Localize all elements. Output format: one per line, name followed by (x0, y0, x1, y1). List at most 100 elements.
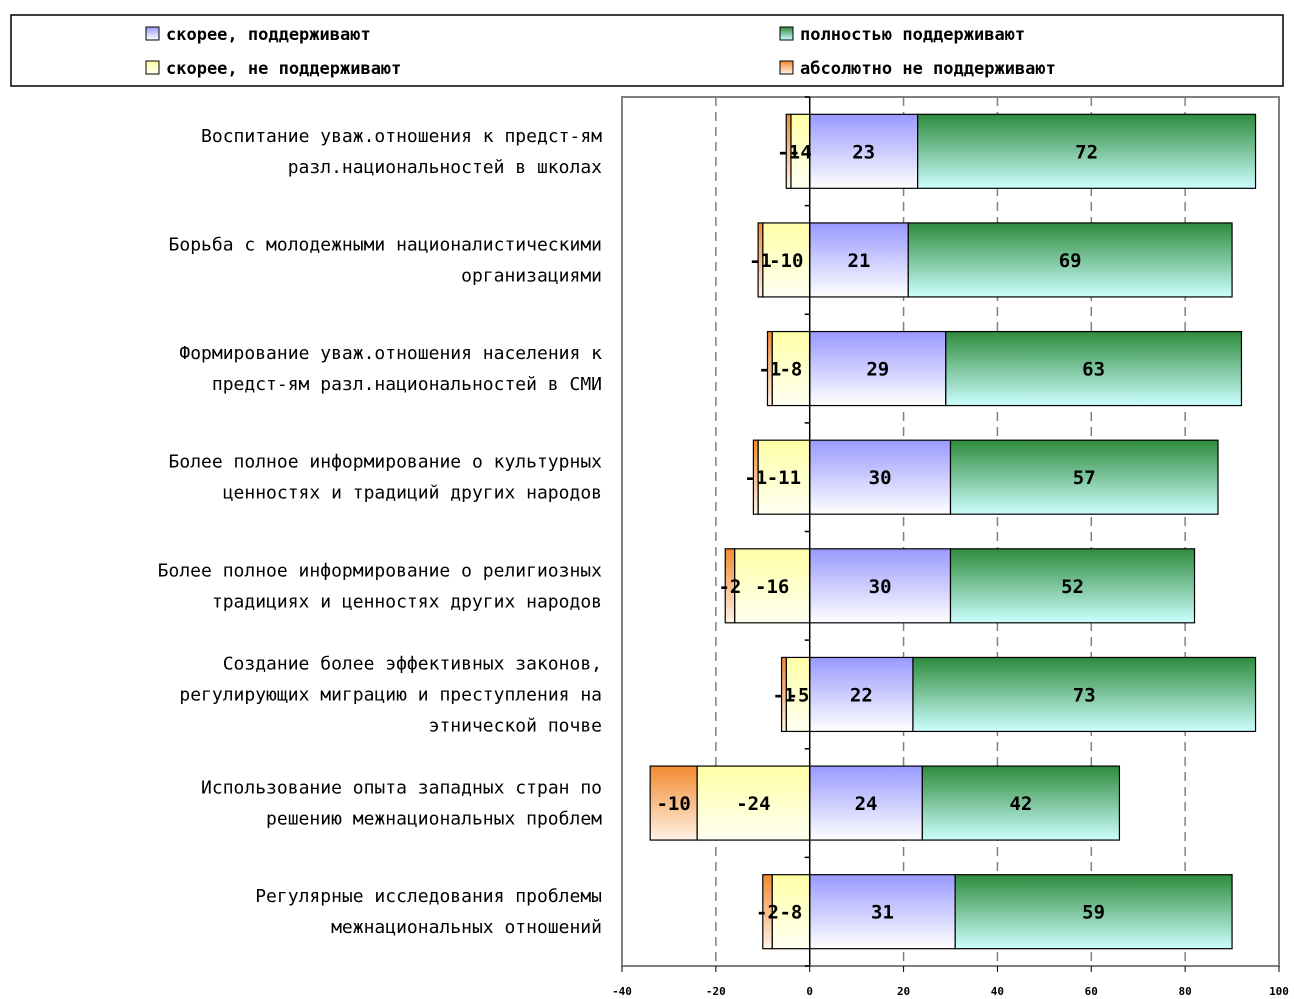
category-label-line: этнической почве (429, 715, 602, 736)
data-label: 30 (869, 467, 892, 489)
category-label-line: Более полное информирование о религиозны… (158, 560, 602, 581)
data-label: 42 (1009, 793, 1032, 815)
bars (649, 113, 1257, 950)
data-label: 72 (1075, 141, 1098, 163)
bar-segment (771, 874, 811, 950)
data-label: -2 (756, 902, 779, 924)
legend-swatch (145, 26, 160, 41)
data-label: -4 (789, 141, 812, 163)
data-label: 59 (1082, 902, 1105, 924)
bar-segment (809, 330, 947, 407)
bar-segment (912, 656, 1257, 733)
data-labels: -4-1 23 72-10-1 21 69-8-1 29 63-11-1 30 57-16-2 3… (656, 141, 1105, 923)
legend-label: абсолютно не поддерживают (800, 59, 1056, 79)
legend-box (10, 14, 1284, 87)
data-label: -1 (744, 467, 767, 489)
category-label: Создание более эффективных законов, регул… (179, 653, 602, 736)
data-label: -1 (749, 250, 772, 272)
category-label-line: Создание более эффективных законов, (223, 653, 602, 674)
data-label: 21 (848, 250, 871, 272)
category-label-line: Воспитание уваж.отношения к предст-ям (201, 126, 602, 147)
data-label: -10 (769, 250, 803, 272)
bar-segment (907, 222, 1233, 298)
category-label-line: организациями (461, 265, 602, 286)
category-label-line: регулирующих миграцию и преступления на (179, 684, 602, 705)
x-tick-label: 60 (1085, 985, 1098, 998)
x-tick-label: -40 (612, 985, 632, 998)
bar-segment (757, 439, 811, 515)
category-label: Использование опыта западных стран по реш… (201, 778, 602, 830)
category-label-line: Более полное информирование о культурных (169, 452, 603, 473)
bar-segment (945, 330, 1243, 407)
data-label: 30 (869, 576, 892, 598)
bar-segment (724, 548, 736, 624)
category-label-line: Борьба с молодежными националистическими (169, 234, 602, 255)
x-tick-label: 0 (806, 985, 813, 998)
bar-segment (954, 874, 1233, 950)
bar-segment (785, 113, 792, 189)
category-label-line: разл.национальностей в школах (288, 157, 602, 178)
x-tick-label: -20 (706, 985, 726, 998)
category-label: Более полное информирование о культурных… (169, 452, 603, 504)
bar-segment (752, 439, 759, 515)
data-label: -1 (772, 684, 795, 706)
bar-segment (734, 548, 811, 624)
x-tick-label: 80 (1179, 985, 1192, 998)
x-tick-label: 40 (991, 985, 1004, 998)
legend: скорее, поддерживают полностью поддержива… (10, 14, 1284, 87)
data-label: 24 (855, 793, 878, 815)
plot-area: -40 -20 0 20 40 60 80 100-4-1 23 72-10-1 21 69-8-1 2… (612, 96, 1289, 998)
bar-segment (762, 222, 811, 298)
category-label-line: решению межнациональных проблем (266, 809, 602, 830)
data-label: -5 (787, 684, 810, 706)
data-label: -10 (656, 793, 690, 815)
bar-segment (917, 113, 1257, 189)
legend-label: полностью поддерживают (800, 25, 1025, 45)
bar-segment (649, 765, 698, 841)
data-label: -8 (779, 902, 802, 924)
category-label: Формирование уваж.отношения населения к п… (179, 343, 602, 395)
data-label: 22 (850, 684, 873, 706)
data-label: -1 (758, 359, 781, 381)
category-label: Борьба с молодежными националистическими… (169, 234, 602, 286)
legend-swatch (145, 60, 160, 75)
data-label: 57 (1073, 467, 1096, 489)
bar-segment (809, 874, 956, 950)
bar-segment (949, 439, 1219, 515)
category-label-line: Формирование уваж.отношения населения к (179, 343, 602, 364)
category-label-line: межнациональных отношений (331, 917, 602, 938)
category-label-line: Регулярные исследования проблемы (255, 886, 602, 907)
category-label-line: ценностях и традиций других народов (223, 483, 602, 504)
data-label: 29 (866, 359, 889, 381)
bar-segment (949, 548, 1196, 624)
x-tick-label: 100 (1269, 985, 1289, 998)
data-label: -1 (777, 141, 800, 163)
bar-segment (696, 765, 811, 841)
category-label: Более полное информирование о религиозны… (158, 560, 602, 612)
data-label: -16 (755, 576, 789, 598)
data-label: 31 (871, 902, 894, 924)
data-label: 52 (1061, 576, 1084, 598)
category-label-line: Использование опыта западных стран по (201, 778, 602, 799)
data-label: 73 (1073, 684, 1096, 706)
data-label: -8 (779, 359, 802, 381)
data-label: -24 (736, 793, 770, 815)
data-label: -11 (767, 467, 801, 489)
legend-label: скорее, не поддерживают (166, 59, 401, 79)
legend-label: скорее, поддерживают (166, 25, 371, 45)
bar-segment (780, 656, 787, 733)
bar-segment (809, 548, 952, 624)
legend-swatch (779, 26, 794, 41)
legend-swatch (779, 60, 794, 75)
category-label: Воспитание уваж.отношения к предст-ям раз… (201, 126, 602, 178)
data-label: 63 (1082, 359, 1105, 381)
data-label: -2 (718, 576, 741, 598)
bar-segment (809, 439, 952, 515)
x-tick-label: 20 (897, 985, 910, 998)
category-labels: Воспитание уваж.отношения к предст-ям раз… (158, 126, 602, 938)
plot-frame (621, 96, 1280, 967)
category-label: Регулярные исследования проблемы межнацио… (255, 886, 602, 938)
bar-segment (766, 330, 773, 407)
bar-segment (762, 874, 773, 950)
